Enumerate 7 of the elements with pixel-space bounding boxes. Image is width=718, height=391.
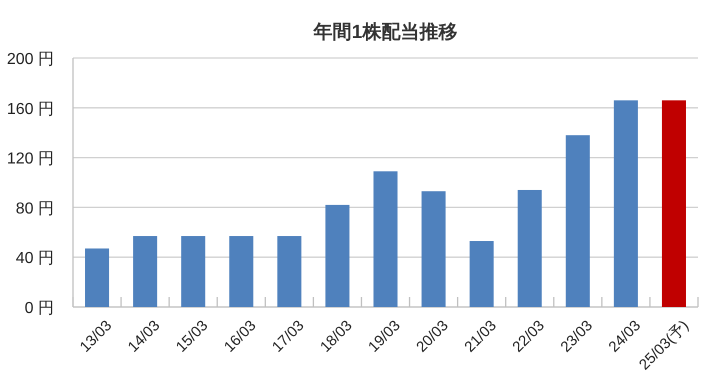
title: 年間1株配当推移 bbox=[314, 22, 458, 43]
ytick: 0 円 bbox=[24, 300, 54, 317]
ytick: 200 円 bbox=[6, 51, 54, 68]
ytick: 40 円 bbox=[16, 250, 54, 268]
ytick: 160 円 bbox=[6, 100, 54, 118]
ytick: 120 円 bbox=[6, 150, 54, 168]
ytick: 80 円 bbox=[16, 200, 54, 218]
